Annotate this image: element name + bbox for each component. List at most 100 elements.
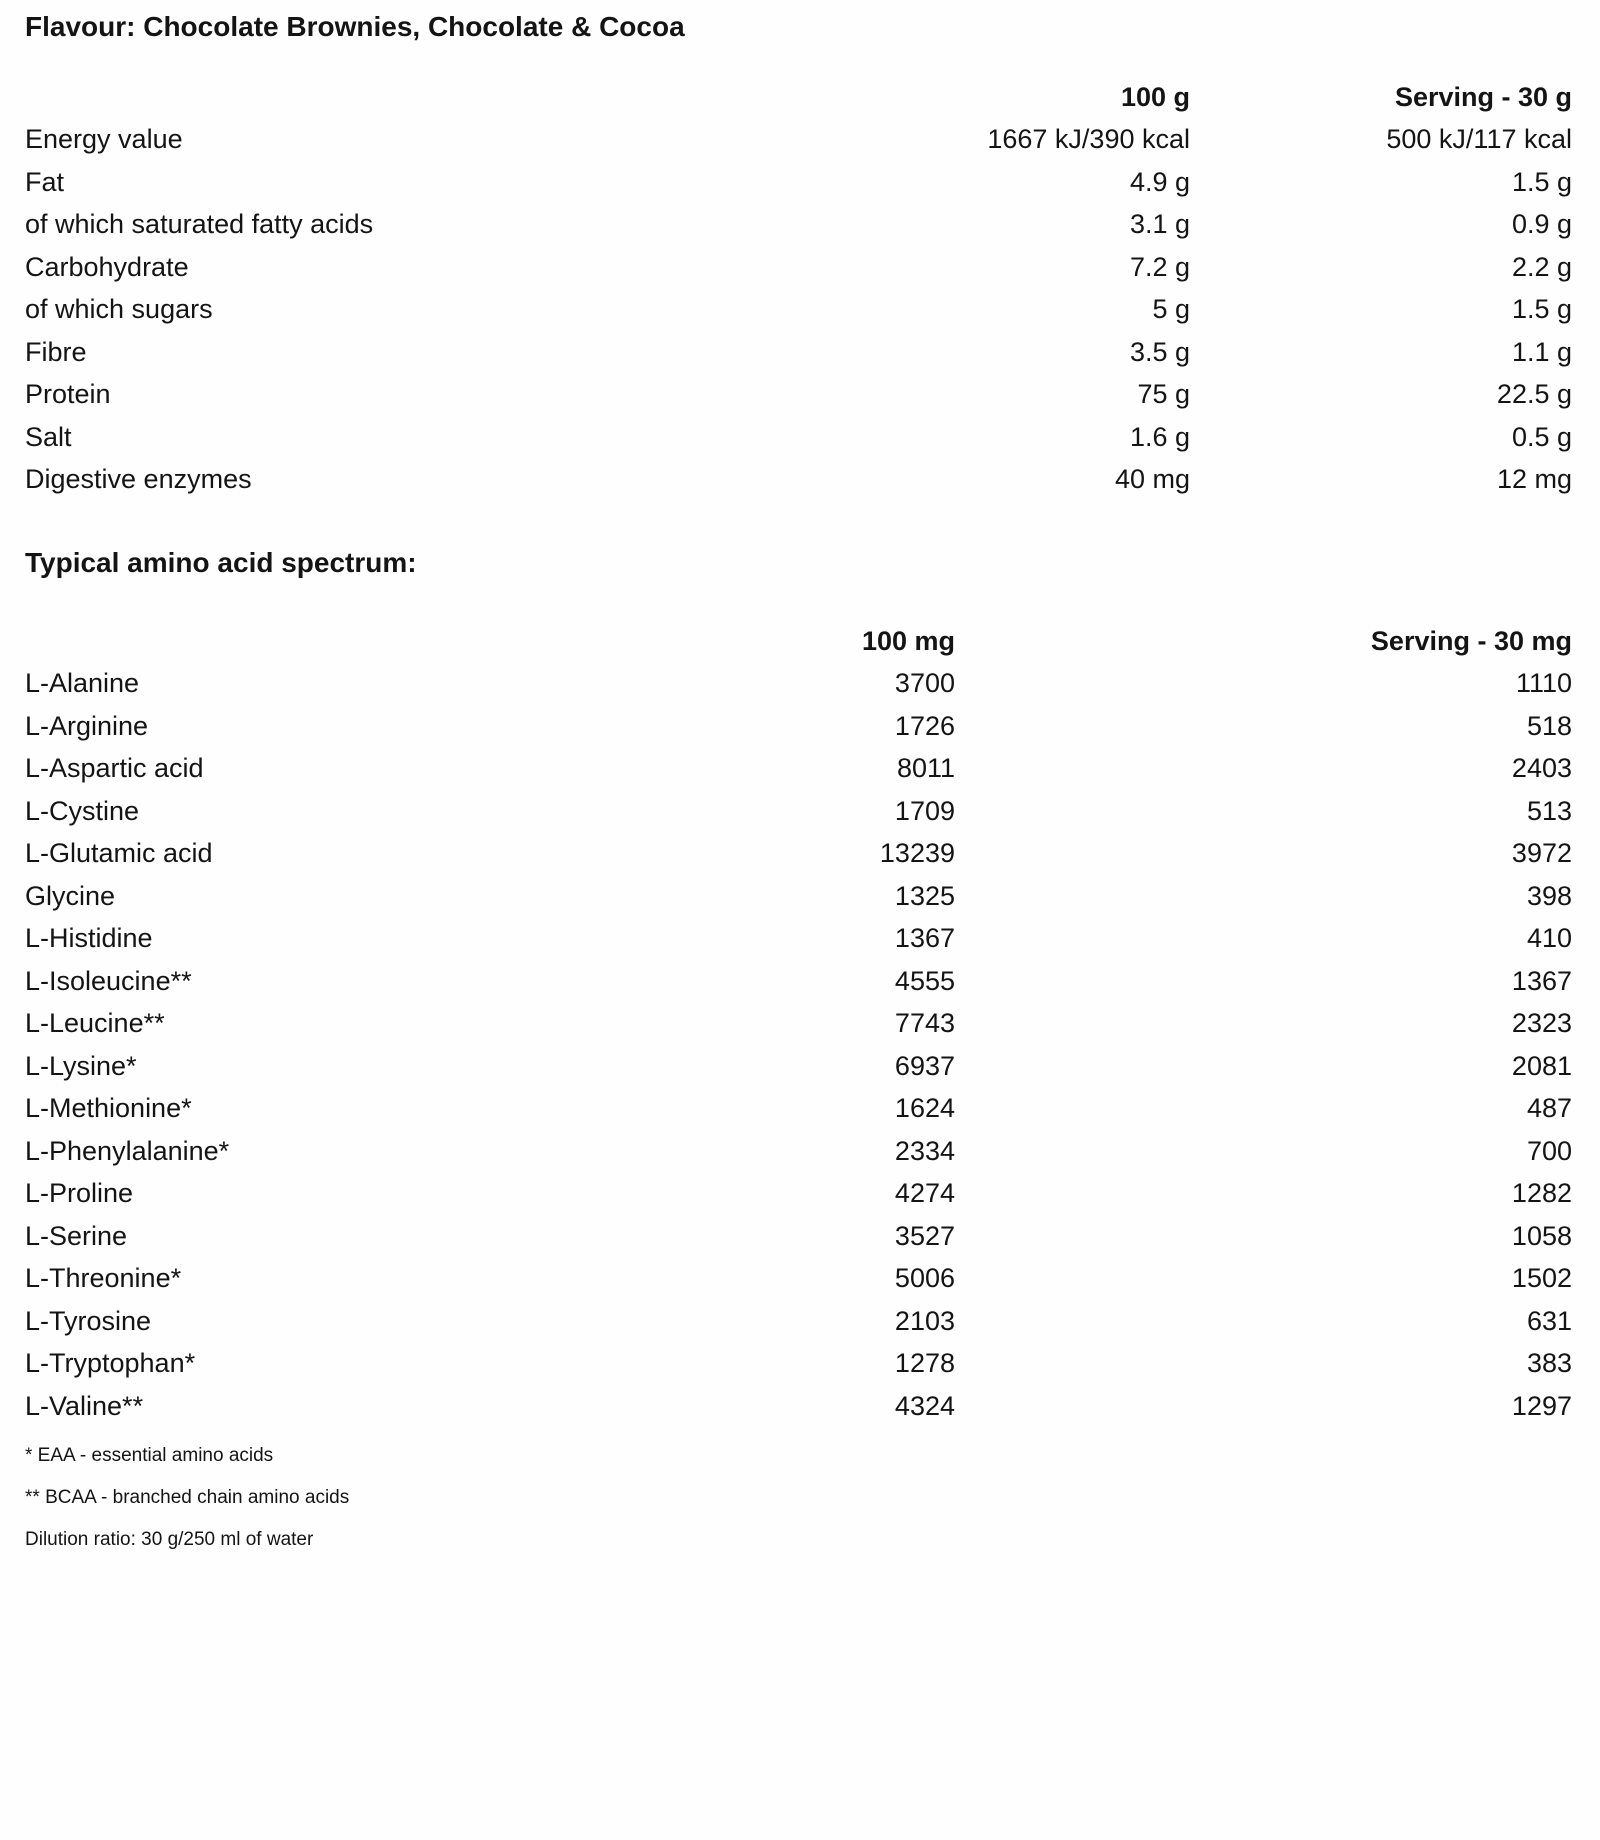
row-value-100: 3.1 g	[1129, 209, 1190, 240]
flavour-title: Flavour: Chocolate Brownies, Chocolate &…	[25, 11, 685, 42]
row-label: Digestive enzymes	[25, 464, 252, 495]
row-value-serving: 0.9 g	[1511, 209, 1572, 240]
row-value-serving: 2323	[1511, 1008, 1572, 1039]
nutrition-col-header-serving: Serving - 30 g	[1394, 81, 1572, 112]
row-value-100: 75 g	[1137, 379, 1190, 410]
row-label: L-Leucine**	[25, 1008, 165, 1039]
table-row: L-Histidine 1367 410	[25, 918, 1572, 961]
table-row: L-Threonine* 5006 1502	[25, 1258, 1572, 1301]
amino-col-header-serving: Serving - 30 mg	[1370, 625, 1572, 656]
row-value-100: 1667 kJ/390 kcal	[987, 124, 1190, 155]
row-value-serving: 1110	[1515, 668, 1572, 699]
amino-col-header-100mg: 100 mg	[861, 625, 955, 656]
row-label: Fibre	[25, 336, 87, 367]
footnote-bcaa: ** BCAA - branched chain amino acids	[25, 1486, 350, 1508]
row-label: Salt	[25, 421, 72, 452]
table-row: L-Tryptophan* 1278 383	[25, 1343, 1572, 1386]
nutrition-header-row: 100 g Serving - 30 g	[25, 76, 1572, 119]
row-label: L-Isoleucine**	[25, 965, 192, 996]
row-value-serving: 1.5 g	[1511, 294, 1572, 325]
table-row: L-Glutamic acid 13239 3972	[25, 833, 1572, 876]
row-value-serving: 398	[1526, 880, 1572, 911]
nutrition-rows: Energy value 1667 kJ/390 kcal 500 kJ/117 k…	[25, 119, 1572, 502]
row-label: Glycine	[25, 880, 116, 911]
row-label: Carbohydrate	[25, 251, 189, 282]
row-value-serving: 1282	[1511, 1178, 1572, 1209]
row-label: L-Lysine*	[25, 1050, 137, 1081]
row-value-100: 1709	[894, 795, 955, 826]
row-value-100: 3527	[894, 1220, 955, 1251]
row-value-100: 2103	[894, 1305, 955, 1336]
row-label: of which saturated fatty acids	[25, 209, 374, 240]
row-value-serving: 2403	[1511, 753, 1572, 784]
row-label: L-Tyrosine	[25, 1305, 152, 1336]
row-label: L-Aspartic acid	[25, 753, 204, 784]
row-value-serving: 410	[1526, 923, 1572, 954]
row-value-100: 13239	[879, 838, 955, 869]
row-value-serving: 1.1 g	[1511, 336, 1572, 367]
row-value-serving: 22.5 g	[1496, 379, 1572, 410]
row-value-100: 1624	[894, 1093, 955, 1124]
row-value-serving: 500 kJ/117 kcal	[1386, 124, 1572, 155]
table-row: L-Lysine* 6937 2081	[25, 1045, 1572, 1088]
row-label: Protein	[25, 379, 111, 410]
table-row: of which sugars 5 g 1.5 g	[25, 289, 1572, 332]
row-value-100: 5 g	[1152, 294, 1190, 325]
row-label: L-Phenylalanine*	[25, 1135, 230, 1166]
amino-acid-table: 100 mg Serving - 30 mg L-Alanine 3700 1110…	[25, 620, 1572, 1428]
row-value-serving: 513	[1526, 795, 1572, 826]
row-label: L-Glutamic acid	[25, 838, 213, 869]
row-value-serving: 12 mg	[1496, 464, 1572, 495]
table-row: L-Tyrosine 2103 631	[25, 1300, 1572, 1343]
row-label: L-Arginine	[25, 710, 149, 741]
row-value-serving: 1502	[1511, 1263, 1572, 1294]
row-value-100: 1278	[894, 1348, 955, 1379]
row-label: L-Proline	[25, 1178, 134, 1209]
nutrition-col-header-100g: 100 g	[1120, 81, 1190, 112]
table-row: Glycine 1325 398	[25, 875, 1572, 918]
amino-spectrum-heading: Typical amino acid spectrum:	[25, 547, 417, 578]
row-value-serving: 3972	[1511, 838, 1572, 869]
row-value-serving: 1367	[1511, 965, 1572, 996]
amino-header-row: 100 mg Serving - 30 mg	[25, 620, 1572, 663]
row-value-serving: 0.5 g	[1511, 421, 1572, 452]
row-value-serving: 2.2 g	[1511, 251, 1572, 282]
footnote-dilution-ratio: Dilution ratio: 30 g/250 ml of water	[25, 1528, 314, 1550]
table-row: Protein 75 g 22.5 g	[25, 374, 1572, 417]
row-value-100: 3.5 g	[1129, 336, 1190, 367]
row-label: L-Valine**	[25, 1390, 144, 1421]
footnotes: * EAA - essential amino acids ** BCAA - …	[25, 1445, 1600, 1550]
row-label: Energy value	[25, 124, 183, 155]
row-value-100: 4555	[894, 965, 955, 996]
row-value-100: 2334	[894, 1135, 955, 1166]
row-value-100: 4274	[894, 1178, 955, 1209]
row-value-100: 1.6 g	[1129, 421, 1190, 452]
table-row: L-Leucine** 7743 2323	[25, 1003, 1572, 1046]
row-value-100: 5006	[894, 1263, 955, 1294]
row-value-serving: 700	[1526, 1135, 1572, 1166]
table-row: L-Serine 3527 1058	[25, 1215, 1572, 1258]
table-row: L-Alanine 3700 1110	[25, 663, 1572, 706]
nutrition-table: 100 g Serving - 30 g Energy value 1667 kJ…	[25, 76, 1572, 501]
row-label: L-Histidine	[25, 923, 153, 954]
row-value-serving: 2081	[1511, 1050, 1572, 1081]
row-label: L-Alanine	[25, 668, 140, 699]
row-value-serving: 1.5 g	[1511, 166, 1572, 197]
table-row: L-Methionine* 1624 487	[25, 1088, 1572, 1131]
row-value-serving: 631	[1526, 1305, 1572, 1336]
table-row: L-Valine** 4324 1297	[25, 1385, 1572, 1428]
amino-rows: L-Alanine 3700 1110 L-Arginine 1726 518 L-Aspa…	[25, 663, 1572, 1428]
table-row: Energy value 1667 kJ/390 kcal 500 kJ/117 k…	[25, 119, 1572, 162]
row-label: L-Methionine*	[25, 1093, 192, 1124]
row-value-100: 4324	[894, 1390, 955, 1421]
row-label: Fat	[25, 166, 65, 197]
table-row: of which saturated fatty acids 3.1 g 0.9 g	[25, 204, 1572, 247]
row-value-serving: 1058	[1511, 1220, 1572, 1251]
row-value-100: 4.9 g	[1129, 166, 1190, 197]
table-row: L-Aspartic acid 8011 2403	[25, 748, 1572, 791]
row-value-100: 8011	[896, 753, 955, 784]
row-label: L-Cystine	[25, 795, 140, 826]
table-row: L-Cystine 1709 513	[25, 790, 1572, 833]
row-value-100: 3700	[894, 668, 955, 699]
